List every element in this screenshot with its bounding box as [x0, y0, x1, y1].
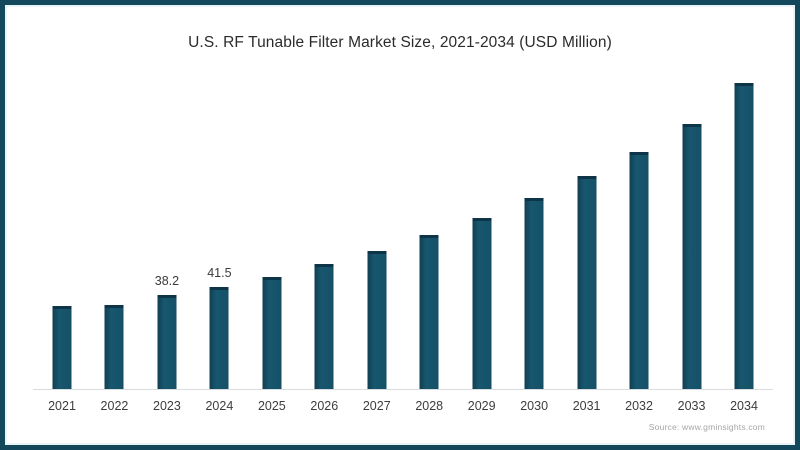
bar-2023[interactable] — [157, 295, 177, 390]
x-tick-2026: 2026 — [310, 399, 339, 413]
bar-slot[interactable] — [613, 67, 665, 390]
x-tick-2024: 2024 — [205, 399, 234, 413]
x-tick-2025: 2025 — [257, 399, 286, 413]
bar-cap — [209, 286, 229, 290]
chart-canvas: U.S. RF Tunable Filter Market Size, 2021… — [7, 7, 793, 443]
x-tick-2032: 2032 — [625, 399, 653, 413]
bar-cap — [629, 151, 649, 155]
x-axis-line — [33, 389, 773, 390]
x-tick-2023: 2023 — [153, 399, 181, 413]
bar-2030[interactable] — [524, 198, 544, 390]
bar-2027[interactable] — [367, 250, 387, 390]
bar-slot[interactable] — [403, 67, 455, 390]
x-axis-tick-labels: 2021 2022 2023 2024 2025 2026 2027 2028 2029 2030… — [33, 399, 773, 421]
bar-2026[interactable] — [314, 264, 334, 390]
bar-2029[interactable] — [472, 217, 492, 390]
x-tick-2022: 2022 — [100, 399, 129, 413]
bar-2028[interactable] — [419, 234, 439, 390]
x-tick-2033: 2033 — [677, 399, 706, 413]
bar-slot[interactable]: 41.5 — [193, 67, 245, 390]
bar-slot[interactable] — [666, 67, 718, 390]
bar-slot[interactable] — [508, 67, 560, 390]
bar-cap — [367, 250, 387, 254]
x-tick-2029: 2029 — [467, 399, 496, 413]
bar-2034[interactable] — [734, 82, 754, 390]
bar-slot[interactable] — [88, 67, 140, 390]
bar-cap — [472, 217, 492, 221]
bar-cap — [577, 176, 597, 180]
plot-area: 38.2 41.5 — [33, 67, 773, 390]
bar-slot[interactable] — [561, 67, 613, 390]
bar-2024[interactable] — [209, 286, 229, 390]
bar-value-label-2023: 38.2 — [154, 274, 180, 289]
bar-2021[interactable] — [52, 305, 72, 390]
x-tick-2034: 2034 — [730, 399, 758, 413]
bar-2025[interactable] — [262, 276, 282, 390]
page-title: U.S. RF Tunable Filter Market Size, 2021… — [188, 34, 612, 51]
bar-slot[interactable] — [298, 67, 350, 390]
x-tick-2027: 2027 — [362, 399, 391, 413]
x-tick-2030: 2030 — [520, 399, 549, 413]
bar-cap — [157, 295, 177, 299]
x-tick-2021: 2021 — [48, 399, 76, 413]
bar-slot[interactable] — [456, 67, 508, 390]
bar-slot[interactable] — [246, 67, 298, 390]
bar-2022[interactable] — [104, 304, 124, 390]
bar-cap — [682, 123, 702, 127]
bar-cap — [524, 198, 544, 202]
bar-slot[interactable]: 38.2 — [141, 67, 193, 390]
bar-series: 38.2 41.5 — [33, 67, 773, 390]
bar-value-label-2024: 41.5 — [207, 265, 232, 280]
x-tick-2028: 2028 — [415, 399, 444, 413]
bar-cap — [262, 276, 282, 280]
bar-cap — [314, 264, 334, 268]
source-attribution: Source: www.gminsights.com — [648, 422, 765, 432]
bar-2033[interactable] — [682, 123, 702, 390]
x-tick-2031: 2031 — [572, 399, 601, 413]
bar-slot[interactable] — [718, 67, 770, 390]
bar-cap — [104, 304, 124, 308]
bar-cap — [734, 82, 754, 86]
bar-slot[interactable] — [36, 67, 88, 390]
bar-cap — [52, 305, 72, 309]
bar-2032[interactable] — [629, 151, 649, 390]
bar-cap — [419, 234, 439, 238]
bar-2031[interactable] — [577, 176, 597, 390]
bar-slot[interactable] — [351, 67, 403, 390]
